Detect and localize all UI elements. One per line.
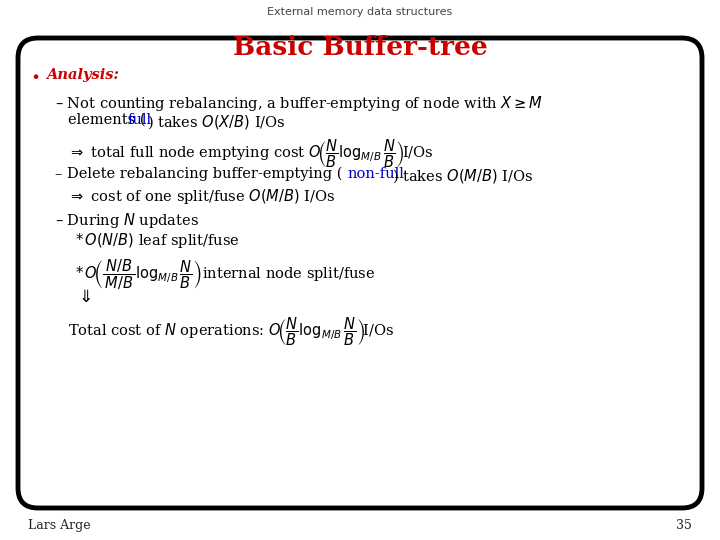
Text: External memory data structures: External memory data structures (267, 7, 453, 17)
Text: $*\,O\!\left(\dfrac{\,N/B\,}{M/B}\log_{M/B}\dfrac{N}{B}\right)$internal node spl: $*\,O\!\left(\dfrac{\,N/B\,}{M/B}\log_{M… (75, 257, 375, 292)
Text: – Not counting rebalancing, a buffer-emptying of node with $X \geq M$: – Not counting rebalancing, a buffer-emp… (55, 94, 543, 113)
Text: $\Downarrow$: $\Downarrow$ (75, 289, 91, 306)
Text: $\bullet$: $\bullet$ (30, 68, 40, 83)
Text: 35: 35 (676, 519, 692, 532)
Text: $\Rightarrow$ cost of one split/fuse $\mathit{O}(\mathit{M}/\mathit{B})$ I/Os: $\Rightarrow$ cost of one split/fuse $\m… (68, 187, 336, 206)
Text: ) takes $\mathit{O}(\mathit{X}/\mathit{B})$ I/Os: ) takes $\mathit{O}(\mathit{X}/\mathit{B… (147, 113, 286, 131)
Text: non-full: non-full (347, 167, 404, 181)
FancyBboxPatch shape (18, 38, 702, 508)
Text: $*\,\mathit{O}(\mathit{N}/\mathit{B})$ leaf split/fuse: $*\,\mathit{O}(\mathit{N}/\mathit{B})$ l… (75, 231, 240, 250)
Text: Total cost of $N$ operations: $O\!\left(\dfrac{N}{B}\log_{M/B}\dfrac{N}{B}\right: Total cost of $N$ operations: $O\!\left(… (68, 315, 394, 348)
Text: Analysis:: Analysis: (46, 68, 119, 82)
Text: Basic Buffer-tree: Basic Buffer-tree (233, 35, 487, 60)
Text: elements (: elements ( (68, 113, 145, 127)
Text: full: full (127, 113, 151, 127)
Text: $\Rightarrow$ total full node emptying cost $O\!\left(\dfrac{N}{B}\log_{M/B}\dfr: $\Rightarrow$ total full node emptying c… (68, 137, 433, 170)
Text: ) takes $\mathit{O}(\mathit{M}/\mathit{B})$ I/Os: ) takes $\mathit{O}(\mathit{M}/\mathit{B… (392, 167, 534, 185)
Text: – Delete rebalancing buffer-emptying (: – Delete rebalancing buffer-emptying ( (55, 167, 343, 181)
Text: Lars Arge: Lars Arge (28, 519, 91, 532)
Text: – During $N$ updates: – During $N$ updates (55, 211, 199, 230)
